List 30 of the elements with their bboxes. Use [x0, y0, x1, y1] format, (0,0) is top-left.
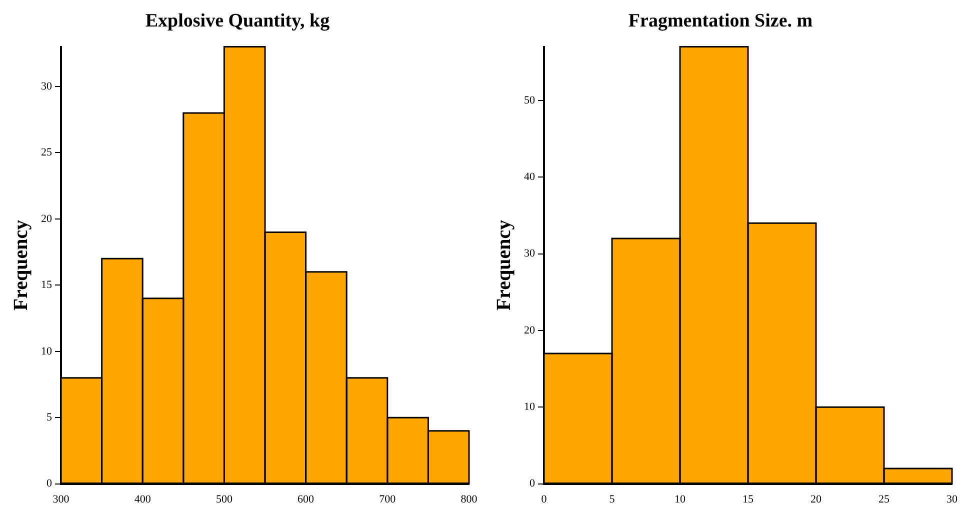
y-tick-label: 0	[46, 478, 52, 490]
x-tick-label: 700	[379, 493, 396, 506]
x-tick-label: 600	[298, 493, 315, 506]
x-tick-label: 300	[52, 493, 70, 506]
x-tick-label: 15	[742, 493, 754, 506]
y-tick-label: 20	[41, 212, 52, 225]
y-tick-label: 5	[46, 411, 52, 424]
y-tick-label: 20	[524, 324, 536, 336]
x-tick-label: 10	[674, 493, 686, 506]
y-tick-label: 0	[530, 478, 536, 490]
x-tick-label: 30	[946, 493, 958, 506]
x-tick-label: 25	[878, 493, 890, 506]
y-tick-label: 30	[524, 248, 536, 260]
y-tick-label: 25	[41, 146, 52, 159]
x-tick-label: 5	[609, 493, 616, 506]
chart-title: Explosive Quantity, kg	[145, 10, 330, 32]
y-tick-label: 30	[41, 80, 52, 92]
y-tick-label: 15	[41, 279, 52, 292]
x-tick-label: 20	[810, 493, 822, 506]
chart-title: Fragmentation Size. m	[628, 10, 813, 32]
y-tick-label: 40	[524, 171, 536, 184]
y-axis-title: Frequency	[10, 220, 32, 311]
x-tick-label: 0	[541, 493, 548, 506]
y-tick-label: 10	[524, 401, 536, 414]
x-tick-label: 400	[134, 493, 152, 506]
x-tick-label: 800	[460, 493, 478, 506]
y-tick-label: 10	[41, 345, 52, 358]
x-tick-label: 500	[216, 493, 233, 506]
y-tick-label: 50	[524, 94, 536, 106]
y-axis-title: Frequency	[493, 220, 516, 311]
